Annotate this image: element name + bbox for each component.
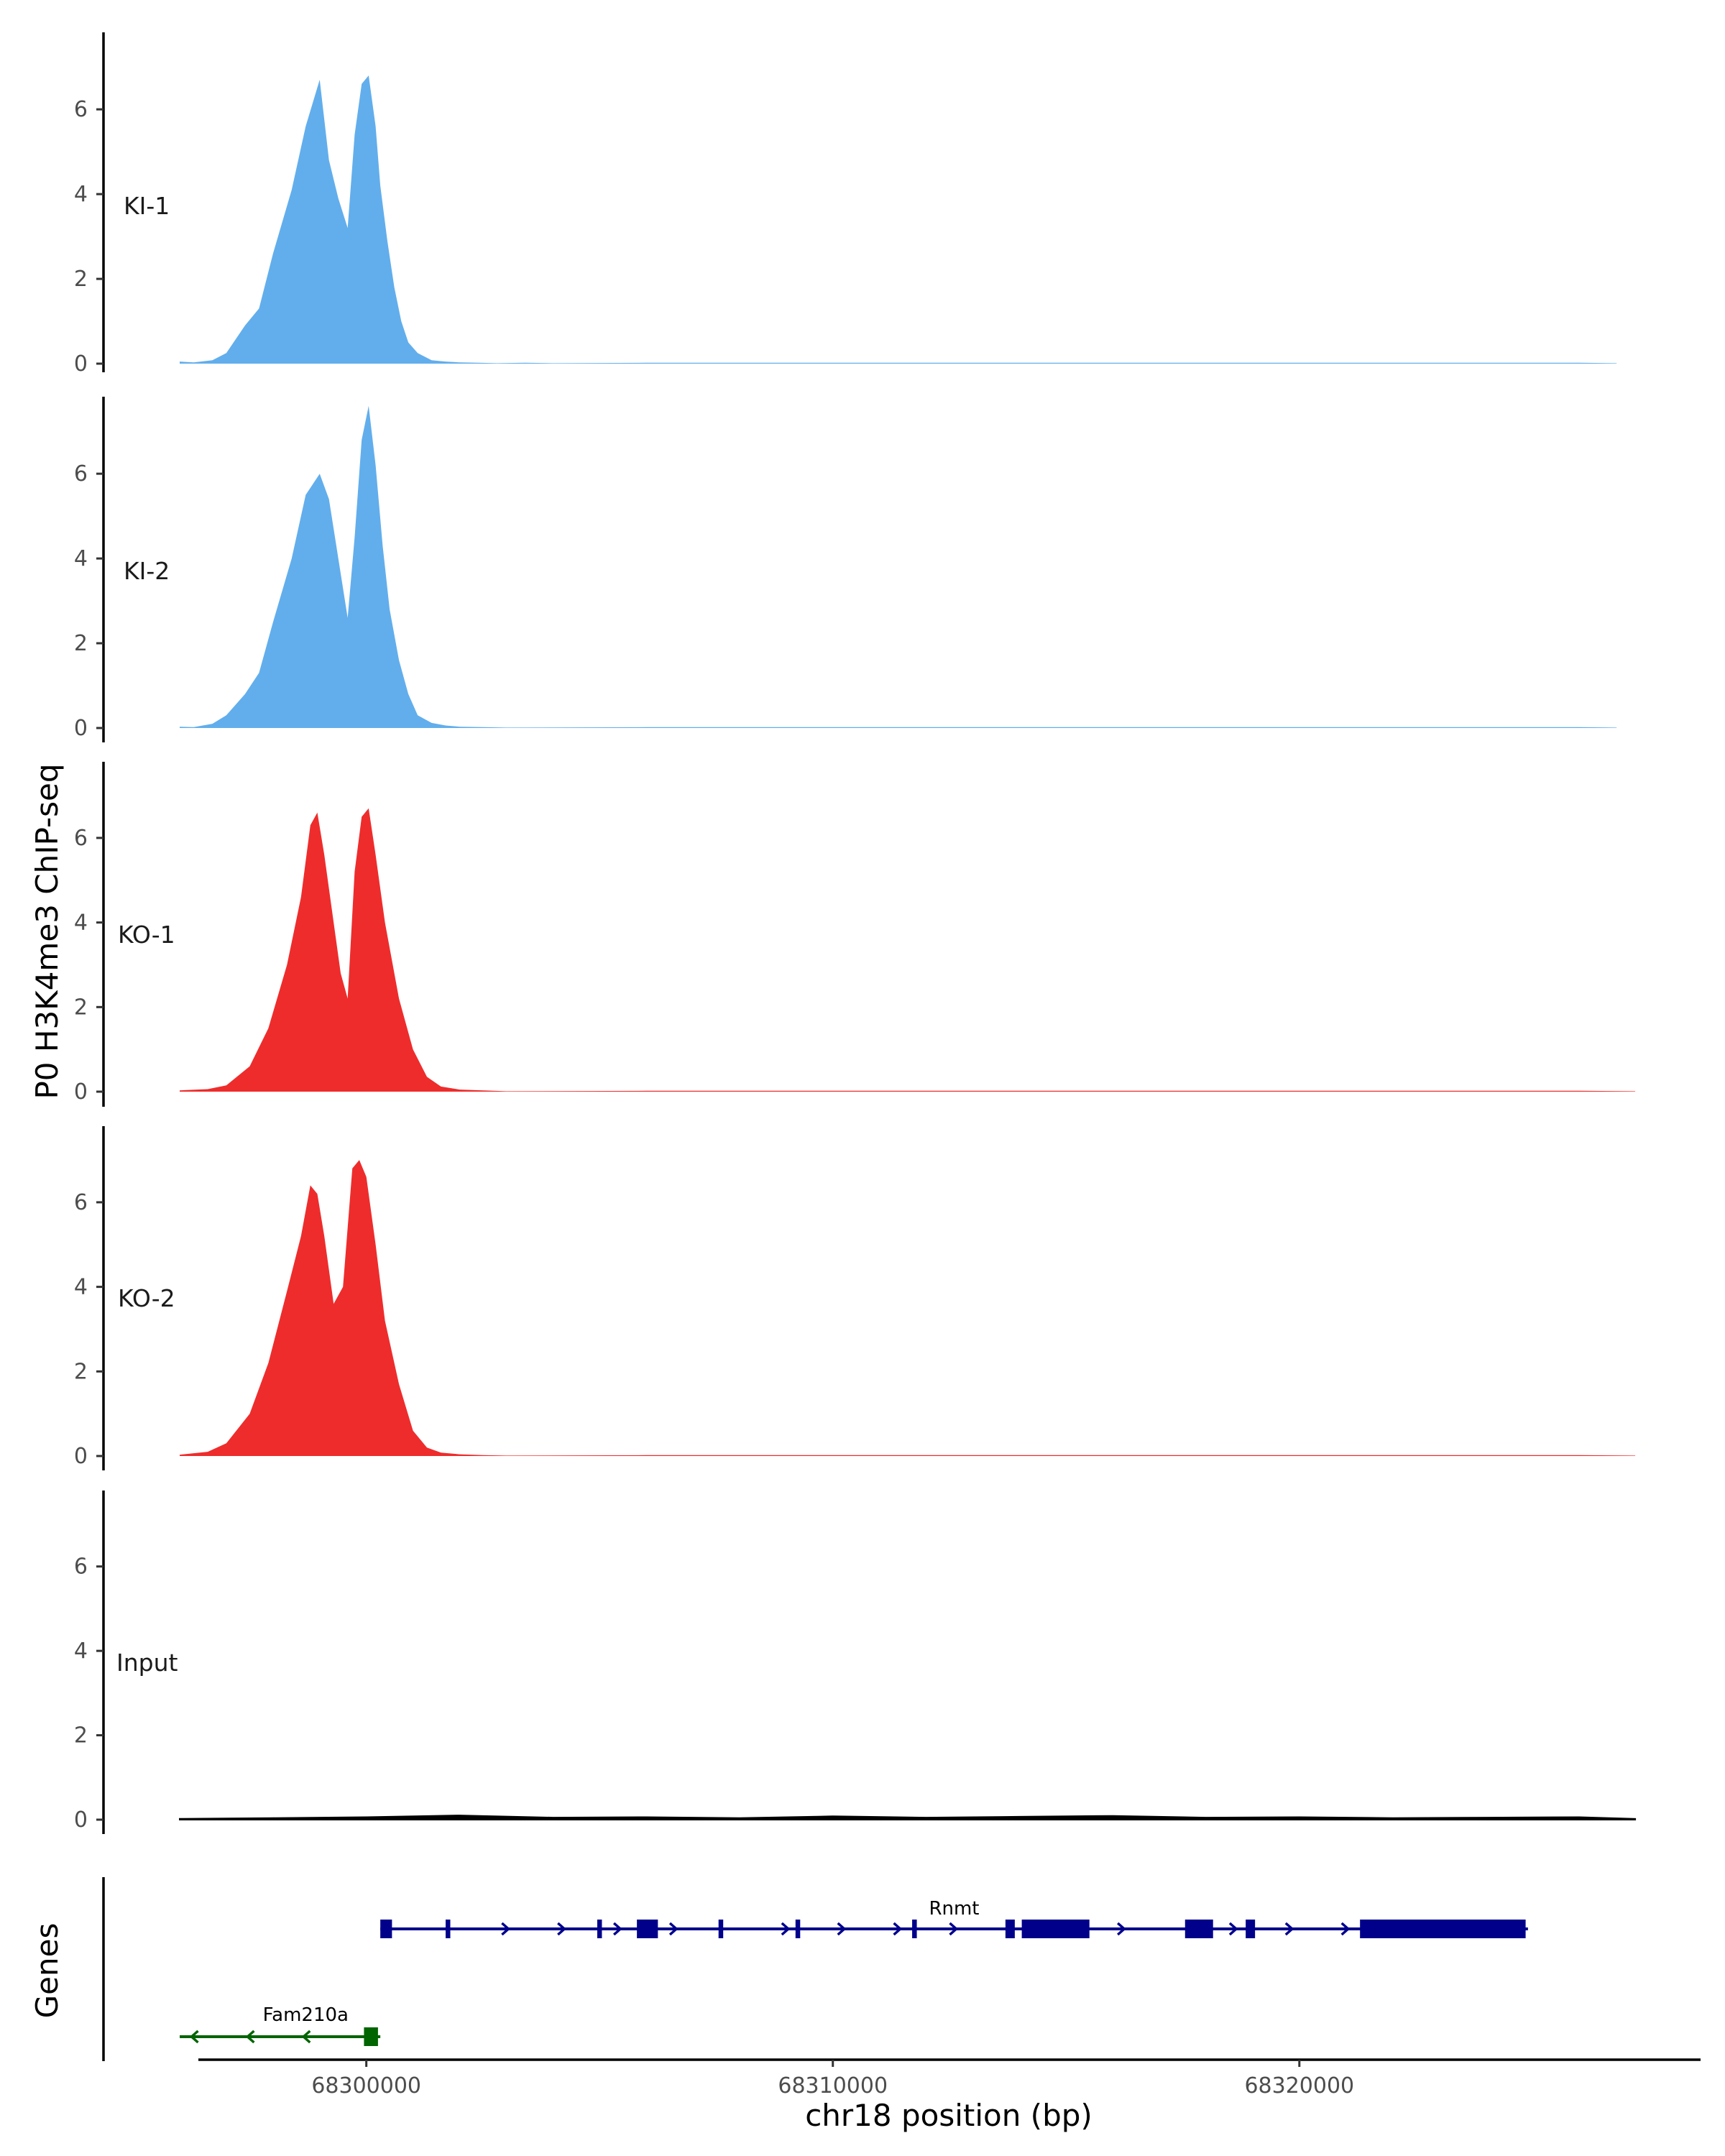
x-axis-title: chr18 position (bp) — [805, 2098, 1092, 2133]
x-tick-label-68320000: 68320000 — [1244, 2073, 1354, 2099]
track-area-ki-1 — [180, 75, 1617, 364]
rnmt-strand-chevron — [1284, 1922, 1294, 1936]
y-tick-label-4-6: 6 — [74, 1554, 88, 1580]
rnmt-exon-6 — [795, 1920, 801, 1938]
gene-label-rnmt: Rnmt — [929, 1898, 979, 1920]
fam210a-strand-chevron — [189, 2030, 199, 2044]
rnmt-exon-7 — [912, 1920, 917, 1938]
track-label-ko-2: KO-2 — [118, 1284, 175, 1312]
rnmt-strand-chevron — [1228, 1922, 1238, 1936]
rnmt-exon-3 — [597, 1920, 602, 1938]
y-tick-label-3-4: 4 — [74, 1275, 88, 1300]
rnmt-strand-chevron — [501, 1922, 511, 1936]
fam210a-exon-1 — [364, 2027, 378, 2046]
panel-ki-1: KI-1 — [102, 32, 1617, 372]
y-tick-label-3-2: 2 — [74, 1359, 88, 1384]
track-label-input: Input — [116, 1649, 178, 1677]
x-axis: 68300000 68310000 68320000 — [198, 2058, 1701, 2099]
y-tick-label-1-0: 0 — [74, 716, 88, 741]
gene-rnmt — [380, 1920, 1528, 1938]
rnmt-strand-chevron — [893, 1922, 903, 1936]
y-tick-label-4-4: 4 — [74, 1639, 88, 1664]
y-tick-label-3-6: 6 — [74, 1190, 88, 1215]
y-tick-label-4-0: 0 — [74, 1807, 88, 1833]
rnmt-strand-chevron — [837, 1922, 847, 1936]
rnmt-exon-12 — [1360, 1920, 1526, 1938]
rnmt-exon-1 — [380, 1920, 392, 1938]
y-tick-label-0-2: 2 — [74, 267, 88, 292]
y-tick-label-3-0: 0 — [74, 1444, 88, 1469]
y-tick-label-0-4: 4 — [74, 182, 88, 207]
rnmt-strand-chevron — [781, 1922, 791, 1936]
rnmt-exon-9 — [1021, 1920, 1090, 1938]
x-axis-ticks: 68300000 68310000 68320000 — [311, 2060, 1354, 2099]
rnmt-strand-chevron — [612, 1922, 622, 1936]
y-tick-label-4-2: 2 — [74, 1723, 88, 1749]
y-tick-label-2-6: 6 — [74, 826, 88, 851]
rnmt-strand-chevron — [1340, 1922, 1351, 1936]
rnmt-exon-11 — [1246, 1920, 1256, 1938]
rnmt-exon-4 — [637, 1920, 658, 1938]
x-tick-label-68300000: 68300000 — [311, 2073, 421, 2099]
fam210a-strand-chevron — [301, 2030, 311, 2044]
rnmt-exon-2 — [446, 1920, 451, 1938]
rnmt-exon-5 — [718, 1920, 724, 1938]
panel-ki-2: KI-2 — [102, 397, 1617, 742]
rnmt-exon-8 — [1005, 1920, 1015, 1938]
track-label-ki-1: KI-1 — [124, 192, 170, 220]
track-area-ki-2 — [180, 405, 1617, 728]
rnmt-exon-10 — [1184, 1920, 1213, 1938]
gene-label-fam210a: Fam210a — [263, 2004, 349, 2026]
y-tick-label-1-2: 2 — [74, 631, 88, 656]
y-tick-label-2-2: 2 — [74, 995, 88, 1020]
panel-input: Input — [102, 1491, 1637, 1834]
y-axis-title: P0 H3K4me3 ChIP-seq — [29, 763, 65, 1099]
track-area-ko-1 — [180, 808, 1636, 1092]
y-tick-label-0-6: 6 — [74, 97, 88, 122]
rnmt-strand-chevron — [1116, 1922, 1126, 1936]
track-label-ko-1: KO-1 — [118, 921, 175, 949]
panel-genes: Rnmt Fam210a — [102, 1877, 1528, 2061]
rnmt-strand-chevron — [949, 1922, 959, 1936]
track-area-input — [179, 1815, 1637, 1820]
track-area-ko-2 — [180, 1160, 1636, 1456]
track-label-ki-2: KI-2 — [124, 557, 170, 585]
y-tick-label-0-0: 0 — [74, 351, 88, 377]
rnmt-strand-chevron — [668, 1922, 678, 1936]
x-tick-label-68310000: 68310000 — [778, 2073, 888, 2099]
y-tick-label-2-0: 0 — [74, 1079, 88, 1105]
gene-fam210a — [180, 2027, 381, 2046]
y-tick-label-1-6: 6 — [74, 461, 88, 487]
panel-ko-1: KO-1 — [102, 762, 1636, 1107]
y-tick-label-1-4: 4 — [74, 546, 88, 571]
panel-ko-2: KO-2 — [102, 1126, 1636, 1470]
y-axis-ticks: 0 2 4 6 0 2 4 6 0 2 4 6 0 2 4 6 0 2 4 6 — [74, 97, 104, 1833]
fam210a-strand-chevron — [245, 2030, 255, 2044]
y-tick-label-2-4: 4 — [74, 911, 88, 936]
genes-axis-title: Genes — [29, 1923, 65, 2019]
rnmt-strand-chevron — [557, 1922, 566, 1936]
